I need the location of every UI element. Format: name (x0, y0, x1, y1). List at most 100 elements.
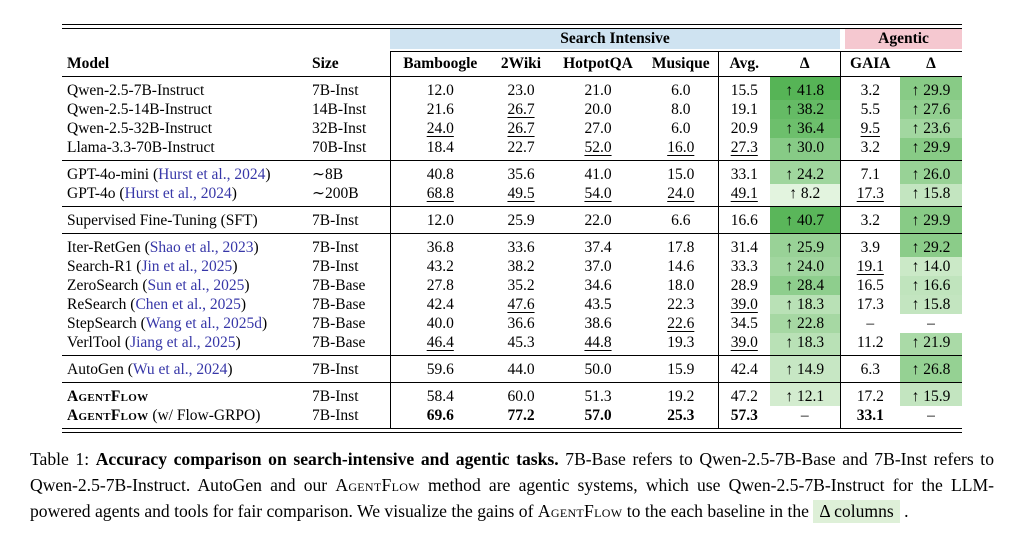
metric-value: 16.6 (730, 211, 758, 229)
metric-value: 35.2 (507, 276, 535, 294)
cell-delta-gaia: – (927, 314, 935, 332)
metric-value: 49.1 (730, 184, 758, 202)
metric-value: 39.0 (730, 333, 758, 351)
cell-delta-avg: ↑ 14.9 (770, 355, 841, 383)
citation-link[interactable]: Sun et al., 2025 (147, 276, 245, 294)
cell-bamboogle: 24.0 (390, 119, 490, 138)
cell-hotpotqa: 20.0 (552, 100, 644, 119)
metric-value: 15.0 (667, 165, 695, 183)
table-row: ReSearch (Chen et al., 2025) 7B-Base 42.4 4… (62, 294, 963, 314)
caption-segment: method are agentic systems, which use Qw… (30, 474, 994, 522)
cell-hotpotqa: 51.3 (552, 382, 644, 406)
cell-bamboogle: 58.4 (390, 382, 490, 406)
metric-value: 27.8 (426, 276, 454, 294)
metric-value: 21.0 (584, 81, 612, 99)
citation-link[interactable]: Hurst et al., 2024 (158, 165, 266, 183)
model-size-cell: 7B-Inst (310, 405, 391, 429)
cell-2wiki: 45.3 (490, 333, 552, 356)
metric-value: 57.3 (730, 406, 758, 424)
metric-value: 18.4 (426, 138, 454, 156)
model-size-cell: 32B-Inst (310, 118, 391, 138)
metric-value: 17.3 (856, 295, 884, 313)
citation-link[interactable]: Hurst et al., 2024 (124, 184, 232, 202)
cell-2wiki: 23.0 (490, 77, 552, 100)
cell-musique: 22.6 (644, 313, 719, 333)
cell-avg: 20.9 (718, 119, 770, 138)
metric-value: 11.2 (856, 333, 884, 351)
group-header-agentic: Agentic (840, 28, 963, 52)
citation-link[interactable]: Chen et al., 2025 (135, 295, 241, 313)
metric-value: 3.9 (860, 238, 880, 256)
model-name-cell: AutoGen (Wu et al., 2024) (62, 355, 310, 383)
model-name: ZeroSearch (67, 276, 139, 294)
citation-link[interactable]: Shao et al., 2023 (149, 238, 254, 256)
cell-delta-gaia: ↑ 29.2 (900, 233, 963, 257)
cell-bamboogle: 21.6 (390, 100, 490, 119)
table-row: AgentFlow (w/ Flow-GRPO) 7B-Inst 69.6 77.2 5… (62, 405, 962, 429)
table-row: GPT-4o-mini (Hurst et al., 2024) ∼8B 40.8 3… (62, 160, 963, 184)
metric-value: 17.8 (667, 238, 695, 256)
cell-avg: 19.1 (718, 100, 770, 119)
metric-value: 37.4 (584, 238, 612, 256)
cell-gaia: 3.2 (840, 77, 900, 100)
cell-musique: 8.0 (644, 99, 719, 119)
cell-delta-avg: ↑ 18.3 (770, 332, 841, 356)
model-name-cell: StepSearch (Wang et al., 2025d) (67, 314, 268, 332)
cell-delta-avg: ↑ 28.4 (770, 275, 841, 295)
citation-link[interactable]: Wu et al., 2024 (132, 360, 228, 378)
cell-avg: 27.3 (718, 138, 770, 161)
model-size-cell: 7B-Inst (310, 256, 391, 276)
delta-columns-highlight: Δ columns (813, 500, 900, 524)
cell-hotpotqa: 44.8 (552, 333, 644, 356)
metric-value: 44.8 (584, 333, 612, 351)
metric-value: 20.0 (584, 100, 612, 118)
model-size-cell: 7B-Inst (310, 233, 391, 257)
metric-value: 7.1 (860, 165, 880, 183)
model-size-cell: 7B-Base (310, 332, 391, 356)
cell-delta-gaia: ↑ 26.0 (900, 160, 963, 184)
metric-value: 33.1 (730, 165, 758, 183)
citation-link[interactable]: Jin et al., 2025 (141, 257, 233, 275)
table-caption: Table 1: Accuracy comparison on search-i… (30, 446, 994, 525)
model-name-cell: Search-R1 (Jin et al., 2025) (67, 257, 238, 275)
cell-2wiki: 35.2 (490, 276, 552, 295)
metric-value: 9.5 (860, 119, 880, 137)
citation-link[interactable]: Wang et al., 2025d (145, 314, 263, 332)
cell-delta-gaia: ↑ 23.6 (900, 118, 963, 138)
cell-avg: 47.2 (718, 382, 770, 406)
cell-musique: 14.6 (644, 256, 719, 276)
cell-hotpotqa: 34.6 (552, 276, 644, 295)
model-name-cell: AgentFlow (62, 382, 310, 406)
metric-value: 15.9 (667, 360, 695, 378)
metric-value: 3.2 (860, 211, 880, 229)
cell-musique: 24.0 (644, 183, 719, 207)
cell-2wiki: 36.6 (490, 314, 552, 333)
cell-musique: 19.3 (644, 332, 719, 356)
group-header-spacer (62, 28, 390, 52)
metric-value: 24.0 (426, 119, 454, 137)
col-header-model: Model (62, 51, 310, 77)
metric-value: 49.5 (507, 184, 535, 202)
cell-musique: 6.0 (644, 118, 719, 138)
cell-delta-gaia: ↑ 15.8 (900, 183, 963, 207)
metric-value: 19.1 (730, 100, 758, 118)
results-table-wrap: Search Intensive Agentic Model Size Bamboogl… (62, 24, 963, 433)
model-name: AgentFlow (67, 387, 149, 405)
cell-gaia: 6.3 (840, 355, 901, 383)
model-name-cell: AgentFlow (w/ Flow-GRPO) (62, 406, 310, 429)
metric-value: 46.4 (426, 333, 454, 351)
metric-value: 47.2 (730, 387, 758, 405)
cell-hotpotqa: 37.0 (552, 257, 644, 276)
citation-link[interactable]: Jiang et al., 2025 (130, 333, 236, 351)
model-size-cell: 14B-Inst (310, 99, 391, 119)
cell-hotpotqa: 52.0 (552, 138, 644, 161)
table-row: AutoGen (Wu et al., 2024) 7B-Inst 59.6 44.0… (62, 355, 963, 383)
table-row: Iter-RetGen (Shao et al., 2023) 7B-Inst 36… (62, 233, 963, 257)
cell-bamboogle: 36.8 (390, 233, 490, 257)
metric-value: 59.6 (426, 360, 454, 378)
cell-bamboogle: 42.4 (390, 295, 490, 314)
cell-delta-avg: ↑ 30.0 (770, 137, 841, 161)
cell-musique: 6.0 (644, 76, 719, 100)
col-header-musique: Musique (644, 51, 719, 77)
metric-value: 60.0 (507, 387, 535, 405)
